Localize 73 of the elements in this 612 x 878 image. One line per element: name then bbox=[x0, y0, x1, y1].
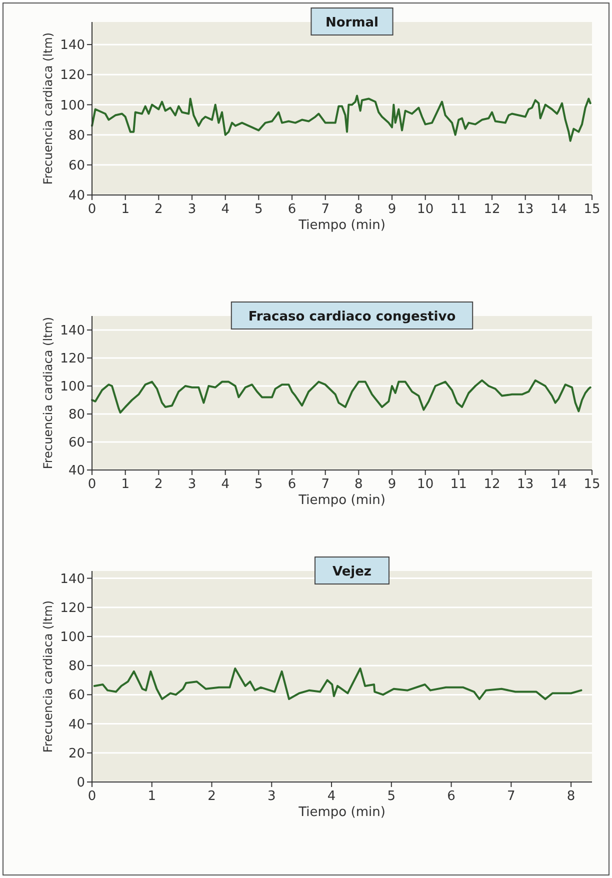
x-tick-label: 0 bbox=[88, 789, 96, 804]
y-tick-label: 40 bbox=[68, 188, 85, 204]
x-tick-label: 6 bbox=[447, 789, 456, 804]
x-tick-label: 0 bbox=[88, 477, 96, 492]
line-series bbox=[91, 379, 592, 414]
x-tick-label: 0 bbox=[88, 202, 96, 217]
x-tick-label: 4 bbox=[327, 789, 336, 804]
x-tick-label: 3 bbox=[188, 477, 196, 492]
x-tick-label: 8 bbox=[354, 477, 363, 492]
y-tick-label: 60 bbox=[68, 158, 85, 174]
x-tick-label: 5 bbox=[254, 202, 263, 217]
y-tick-label: 140 bbox=[60, 572, 85, 587]
x-tick-label: 14 bbox=[550, 202, 567, 217]
chart-title: Normal bbox=[326, 16, 378, 31]
x-tick-label: 2 bbox=[154, 202, 163, 217]
x-tick-label: 2 bbox=[154, 477, 163, 492]
y-tick-label: 140 bbox=[60, 324, 85, 339]
x-tick-label: 12 bbox=[484, 202, 500, 217]
y-tick-label: 60 bbox=[68, 688, 85, 704]
x-tick-label: 10 bbox=[417, 202, 434, 217]
y-axis-title: Frecuencia cardiaca (ltm) bbox=[41, 316, 55, 470]
x-tick-label: 9 bbox=[388, 202, 396, 217]
x-tick-label: 15 bbox=[584, 202, 600, 217]
x-tick-label: 6 bbox=[288, 477, 296, 492]
y-tick-label: 80 bbox=[68, 659, 85, 674]
x-tick-label: 11 bbox=[450, 477, 467, 492]
x-tick-label: 8 bbox=[354, 202, 363, 217]
x-tick-label: 13 bbox=[517, 477, 534, 492]
x-tick-label: 3 bbox=[188, 202, 196, 217]
x-axis-title: Tiempo (min) bbox=[298, 493, 386, 508]
x-tick-label: 1 bbox=[148, 789, 156, 804]
y-tick-label: 100 bbox=[60, 380, 85, 395]
x-tick-label: 4 bbox=[221, 202, 230, 217]
x-tick-label: 4 bbox=[221, 477, 230, 492]
x-tick-label: 5 bbox=[387, 789, 396, 804]
x-axis-title: Tiempo (min) bbox=[298, 218, 386, 233]
y-tick-label: 80 bbox=[68, 128, 85, 144]
y-tick-label: 100 bbox=[60, 98, 85, 114]
y-tick-label: 100 bbox=[60, 630, 85, 646]
x-tick-label: 1 bbox=[121, 477, 130, 492]
chart-title: Vejez bbox=[332, 564, 372, 580]
y-tick-label: 140 bbox=[60, 38, 85, 54]
chart-title: Fracaso cardiaco congestivo bbox=[248, 310, 456, 325]
x-axis-title: Tiempo (min) bbox=[298, 805, 386, 820]
x-tick-label: 2 bbox=[208, 789, 216, 804]
x-tick-label: 6 bbox=[288, 202, 296, 217]
x-tick-label: 10 bbox=[417, 477, 434, 492]
y-tick-label: 120 bbox=[60, 352, 85, 367]
x-tick-label: 13 bbox=[517, 202, 534, 217]
y-tick-label: 80 bbox=[68, 408, 85, 423]
x-tick-label: 8 bbox=[566, 789, 576, 804]
x-tick-label: 9 bbox=[388, 477, 396, 492]
x-tick-label: 11 bbox=[450, 202, 467, 217]
line-series bbox=[93, 667, 582, 700]
y-tick-label: 40 bbox=[68, 717, 85, 732]
y-tick-label: 120 bbox=[60, 68, 85, 84]
x-tick-label: 5 bbox=[254, 477, 263, 492]
x-tick-label: 7 bbox=[507, 789, 516, 804]
x-tick-label: 15 bbox=[584, 477, 600, 492]
line-series bbox=[91, 94, 592, 142]
y-tick-label: 120 bbox=[60, 600, 85, 616]
x-tick-label: 1 bbox=[121, 202, 130, 217]
y-tick-label: 20 bbox=[68, 746, 85, 762]
x-tick-label: 7 bbox=[321, 202, 330, 217]
y-tick-label: 60 bbox=[68, 436, 85, 451]
x-tick-label: 14 bbox=[550, 477, 567, 492]
x-tick-label: 7 bbox=[321, 477, 330, 492]
y-axis-title: Frecuencia cardiaca (ltm) bbox=[41, 32, 55, 185]
y-axis-title: Frecuencia cardiaca (ltm) bbox=[41, 600, 55, 753]
y-tick-label: 0 bbox=[76, 776, 85, 791]
x-tick-label: 3 bbox=[268, 789, 276, 804]
y-tick-label: 40 bbox=[68, 464, 85, 479]
x-tick-label: 12 bbox=[484, 477, 500, 492]
